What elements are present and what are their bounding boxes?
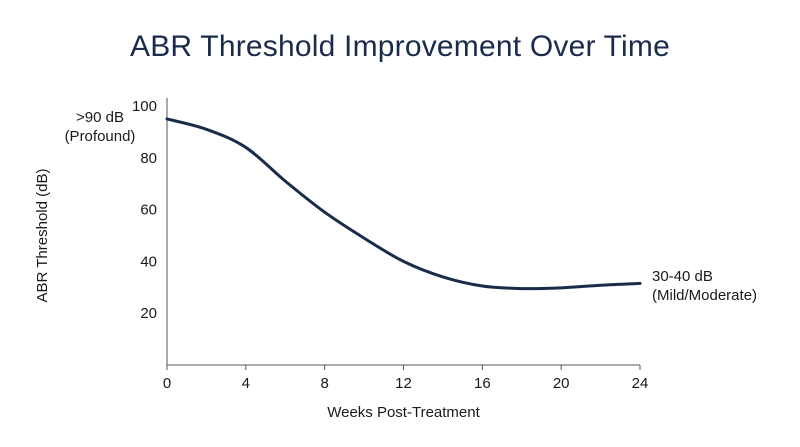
- x-axis-label: Weeks Post-Treatment: [327, 404, 480, 421]
- annotations: >90 dB (Profound) 30-40 dB (Mild/Moderate): [65, 109, 757, 304]
- x-tick-label: 16: [474, 375, 491, 392]
- annotation-line: (Profound): [65, 128, 136, 145]
- series-group: [165, 117, 642, 291]
- x-tick-label: 12: [395, 375, 412, 392]
- series-line: [165, 117, 642, 291]
- x-tick-label: 24: [632, 375, 649, 392]
- y-tick-label: 20: [140, 305, 157, 322]
- axes: [166, 98, 640, 366]
- y-tick-label: 100: [132, 98, 157, 115]
- x-tick-label: 0: [163, 375, 171, 392]
- x-tick-label: 4: [242, 375, 250, 392]
- annotation-mild-moderate: 30-40 dB (Mild/Moderate): [652, 268, 757, 304]
- y-tick-label: 80: [140, 150, 157, 167]
- annotation-line: >90 dB: [76, 109, 124, 126]
- x-tick-label: 20: [553, 375, 570, 392]
- y-axis-label: ABR Threshold (dB): [34, 169, 51, 303]
- annotation-profound: >90 dB (Profound): [65, 109, 136, 145]
- annotation-line: 30-40 dB: [652, 268, 713, 285]
- chart-title: ABR Threshold Improvement Over Time: [130, 30, 670, 63]
- annotation-line: (Mild/Moderate): [652, 287, 757, 304]
- y-tick-label: 40: [140, 253, 157, 270]
- y-tick-label: 60: [140, 202, 157, 219]
- tick-labels: 0 4 8 12 16 20 24 20 40 60 80 100: [132, 98, 648, 392]
- x-tick-label: 8: [320, 375, 328, 392]
